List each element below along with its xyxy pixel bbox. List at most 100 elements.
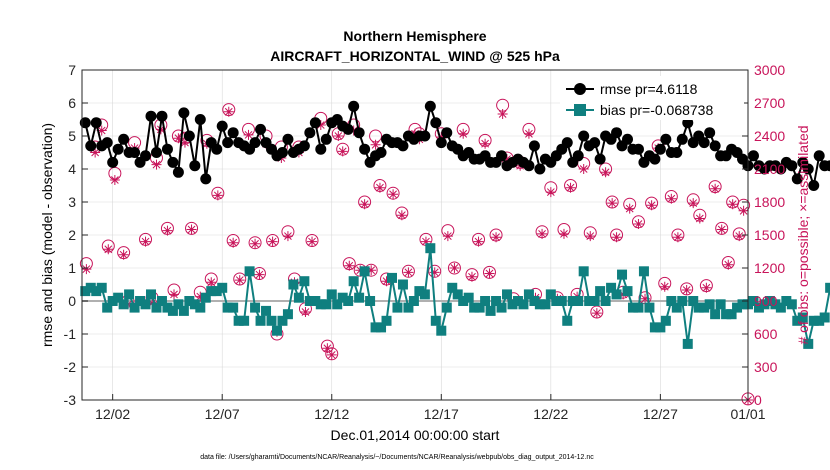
obs-assimilated-marker: [179, 137, 190, 148]
bias-point: [529, 296, 540, 306]
bias-point: [304, 296, 315, 306]
obs-assimilated-marker: [497, 109, 508, 119]
rmse-point: [441, 127, 453, 139]
tick-label-left: 1: [68, 260, 76, 276]
bias-point: [726, 309, 737, 320]
bias-point: [595, 286, 606, 297]
obs-assimilated-marker: [228, 237, 239, 248]
rmse-point: [129, 147, 141, 158]
bias-point: [293, 292, 304, 303]
rmse-point: [704, 127, 716, 139]
tick-label-x: 12/27: [643, 406, 678, 422]
bias-point: [118, 299, 129, 310]
obs-assimilated-marker: [710, 183, 721, 194]
obs-assimilated-marker: [672, 232, 683, 243]
rmse-point: [682, 117, 694, 129]
bias-point: [222, 302, 233, 313]
bias-point: [381, 315, 392, 326]
rmse-point: [611, 127, 623, 139]
obs-assimilated-marker: [429, 267, 440, 278]
tick-label-right: 1800: [754, 194, 785, 210]
rmse-point: [315, 143, 327, 155]
bias-point: [485, 305, 496, 316]
left-axis-ticks: -3 -2 -1 0 1 2 3 4 5 6 7: [64, 62, 88, 408]
bias-point: [507, 299, 518, 310]
obs-assimilated-marker: [388, 189, 399, 200]
obs-assimilated-marker: [545, 187, 556, 198]
rmse-point: [216, 120, 228, 132]
bias-point: [436, 325, 447, 336]
obs-assimilated-marker: [458, 128, 469, 139]
obs-assimilated-marker: [322, 343, 333, 354]
bias-point: [85, 282, 96, 293]
bias-point: [584, 296, 595, 306]
x-axis-ticks: 12/02 12/07 12/12 12/17 12/22 12/27 01/01: [95, 394, 766, 422]
tick-label-left: -2: [64, 359, 77, 375]
rmse-point: [534, 163, 546, 175]
bias-point: [403, 302, 414, 313]
bias-point: [217, 282, 228, 293]
rmse-point: [528, 140, 540, 152]
rmse-point: [709, 140, 721, 152]
obs-assimilated-marker: [162, 225, 173, 236]
rmse-point: [183, 130, 195, 142]
obs-assimilated-marker: [212, 190, 223, 201]
bias-point: [239, 315, 250, 326]
rmse-series: [79, 100, 830, 191]
x-axis-label: Dec.01,2014 00:00:00 start: [331, 427, 500, 443]
bias-point: [113, 292, 124, 303]
bias-point: [326, 289, 337, 300]
obs-assimilated-marker: [326, 349, 337, 360]
rmse-point: [249, 137, 261, 149]
obs-assimilated-marker: [90, 147, 101, 158]
tick-label-left: 6: [68, 95, 76, 111]
bias-point: [617, 269, 628, 280]
bias-point: [567, 296, 578, 306]
rmse-point: [161, 143, 173, 155]
rmse-point: [276, 147, 288, 158]
bias-point: [211, 286, 222, 297]
obs-assimilated-marker: [701, 282, 712, 293]
bias-point: [578, 266, 589, 277]
bias-point: [797, 312, 808, 323]
rmse-point: [654, 143, 666, 155]
tick-label-left: 2: [68, 227, 76, 243]
bias-point: [781, 296, 792, 306]
bias-point: [195, 302, 206, 313]
tick-label-x: 01/01: [730, 406, 765, 422]
bias-point: [545, 289, 556, 300]
bias-point: [562, 315, 573, 326]
obs-assimilated-marker: [186, 224, 197, 235]
tick-label-x: 12/17: [424, 406, 459, 422]
obs-assimilated-marker: [282, 231, 293, 242]
bias-point: [255, 315, 266, 326]
rmse-point: [802, 163, 814, 175]
rmse-point: [353, 127, 365, 139]
rmse-point: [90, 117, 102, 129]
rmse-point: [622, 133, 634, 145]
bias-point: [447, 282, 458, 293]
bias-point: [627, 302, 638, 313]
obs-assimilated-marker: [738, 205, 749, 216]
rmse-point: [786, 160, 798, 172]
legend-bias-label: bias pr=-0.068738: [600, 102, 713, 118]
bias-point: [677, 296, 688, 306]
bias-point: [792, 315, 803, 326]
right-axis-ticks: 0 300 600 900 1200 1500 1800 2100 2400 2700 3000: [742, 62, 785, 408]
bias-point: [200, 292, 211, 303]
bias-point: [376, 322, 387, 333]
bias-point: [737, 299, 748, 310]
bias-point: [107, 296, 118, 306]
bias-point: [425, 243, 436, 254]
rmse-point: [172, 166, 184, 178]
tick-label-left: 5: [68, 128, 76, 144]
rmse-point: [79, 117, 91, 129]
obs-assimilated-marker: [307, 236, 318, 247]
bias-point: [682, 338, 693, 349]
legend-rmse-label: rmse pr=4.6118: [600, 81, 698, 97]
legend-bias-marker: [574, 104, 586, 116]
bias-point: [397, 279, 408, 290]
obs-assimilated-marker: [195, 291, 206, 302]
legend-box: [560, 76, 744, 120]
tick-label-right: 3000: [754, 62, 785, 78]
